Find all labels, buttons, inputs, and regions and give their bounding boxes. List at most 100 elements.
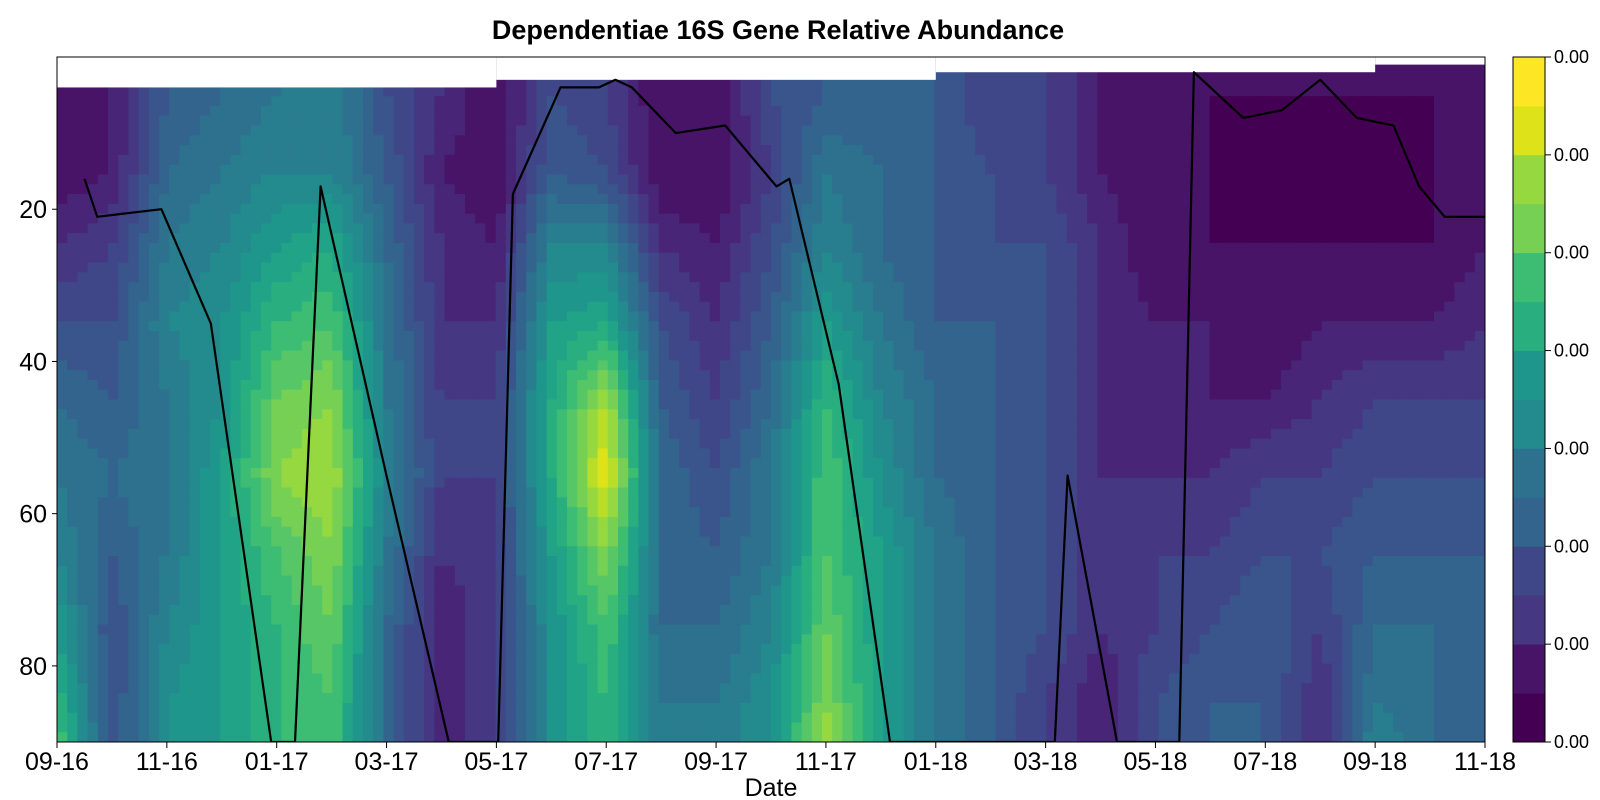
- heatmap-cell: [720, 213, 731, 224]
- heatmap-cell: [944, 223, 956, 234]
- heatmap-cell: [975, 76, 986, 87]
- heatmap-cell: [1077, 115, 1088, 127]
- heatmap-cell: [1117, 360, 1129, 371]
- heatmap-cell: [587, 301, 599, 313]
- heatmap-cell: [1077, 184, 1088, 195]
- heatmap-cell: [108, 233, 119, 244]
- heatmap-cell: [1464, 311, 1476, 322]
- heatmap-cell: [485, 291, 497, 303]
- heatmap-cell: [108, 272, 119, 283]
- heatmap-cell: [1087, 242, 1098, 254]
- heatmap-cell: [781, 213, 792, 224]
- heatmap-cell: [322, 145, 333, 156]
- heatmap-cell: [873, 389, 884, 401]
- heatmap-cell: [1403, 311, 1415, 322]
- heatmap-cell: [516, 321, 527, 332]
- heatmap-cell: [709, 360, 721, 371]
- heatmap-cell: [108, 174, 119, 185]
- heatmap-cell: [465, 203, 476, 215]
- heatmap-cell: [893, 184, 905, 195]
- heatmap-cell: [822, 252, 833, 264]
- heatmap-cell: [159, 135, 170, 146]
- heatmap-cell: [567, 399, 578, 410]
- heatmap-cell: [403, 301, 415, 313]
- heatmap-cell: [199, 203, 211, 215]
- heatmap-cell: [118, 154, 129, 166]
- heatmap-cell: [363, 262, 374, 273]
- heatmap-cell: [1036, 399, 1047, 410]
- heatmap-cell: [526, 252, 537, 264]
- heatmap-cell: [240, 291, 252, 303]
- heatmap-cell: [1362, 321, 1374, 332]
- heatmap-cell: [1015, 203, 1027, 215]
- heatmap-cell: [1250, 86, 1262, 97]
- heatmap-cell: [159, 331, 170, 342]
- heatmap-cell: [128, 174, 140, 185]
- heatmap-cell: [373, 86, 384, 97]
- heatmap-cell: [648, 379, 660, 391]
- heatmap-cell: [1332, 272, 1343, 283]
- heatmap-cell: [781, 282, 792, 293]
- heatmap-cell: [801, 223, 813, 234]
- heatmap-cell: [250, 311, 262, 322]
- heatmap-cell: [699, 389, 711, 401]
- heatmap-cell: [618, 154, 629, 166]
- heatmap-cell: [1260, 203, 1272, 215]
- heatmap-cell: [995, 370, 1007, 381]
- heatmap-cell: [740, 321, 752, 332]
- heatmap-cell: [740, 291, 752, 303]
- heatmap-cell: [883, 96, 894, 107]
- heatmap-cell: [883, 340, 894, 352]
- heatmap-cell: [995, 184, 1007, 195]
- heatmap-cell: [1413, 379, 1425, 391]
- heatmap-cell: [587, 311, 599, 322]
- heatmap-cell: [1260, 164, 1272, 176]
- heatmap-cell: [1342, 213, 1353, 224]
- heatmap-cell: [301, 164, 313, 176]
- heatmap-cell: [526, 135, 537, 146]
- heatmap-cell: [934, 105, 945, 117]
- heatmap-cell: [444, 331, 456, 342]
- heatmap-cell: [1372, 154, 1384, 166]
- heatmap-cell: [199, 223, 211, 234]
- heatmap-cell: [1005, 203, 1017, 215]
- heatmap-cell: [1464, 242, 1476, 254]
- heatmap-cell: [883, 331, 894, 342]
- heatmap-cell: [1464, 223, 1476, 234]
- heatmap-cell: [1250, 184, 1262, 195]
- heatmap-cell: [567, 301, 578, 313]
- heatmap-cell: [148, 125, 160, 136]
- heatmap-cell: [740, 76, 752, 87]
- heatmap-cell: [271, 96, 282, 107]
- heatmap-cell: [1230, 242, 1241, 254]
- heatmap-cell: [1230, 115, 1241, 127]
- heatmap-cell: [1281, 203, 1292, 215]
- heatmap-cell: [1117, 252, 1129, 264]
- heatmap-cell: [1250, 115, 1262, 127]
- heatmap-cell: [679, 291, 690, 303]
- heatmap-cell: [1066, 242, 1078, 254]
- heatmap-cell: [1362, 154, 1374, 166]
- heatmap-cell: [679, 145, 690, 156]
- heatmap-cell: [842, 203, 854, 215]
- heatmap-cell: [1250, 370, 1262, 381]
- heatmap-cell: [1138, 282, 1149, 293]
- heatmap-cell: [261, 291, 272, 303]
- heatmap-cell: [618, 233, 629, 244]
- heatmap-cell: [924, 340, 935, 352]
- heatmap-cell: [638, 76, 650, 87]
- heatmap-cell: [505, 125, 517, 136]
- heatmap-cell: [750, 125, 762, 136]
- heatmap-cell: [975, 154, 986, 166]
- heatmap-cell: [648, 76, 660, 87]
- heatmap-cell: [607, 213, 619, 224]
- heatmap-cell: [536, 370, 548, 381]
- heatmap-cell: [1148, 115, 1160, 127]
- heatmap-cell: [546, 86, 558, 97]
- heatmap-cell: [1383, 213, 1394, 224]
- heatmap-cell: [1413, 145, 1425, 156]
- heatmap-cell: [1056, 135, 1068, 146]
- heatmap-cell: [842, 360, 854, 371]
- heatmap-cell: [312, 350, 323, 361]
- heatmap-cell: [250, 350, 262, 361]
